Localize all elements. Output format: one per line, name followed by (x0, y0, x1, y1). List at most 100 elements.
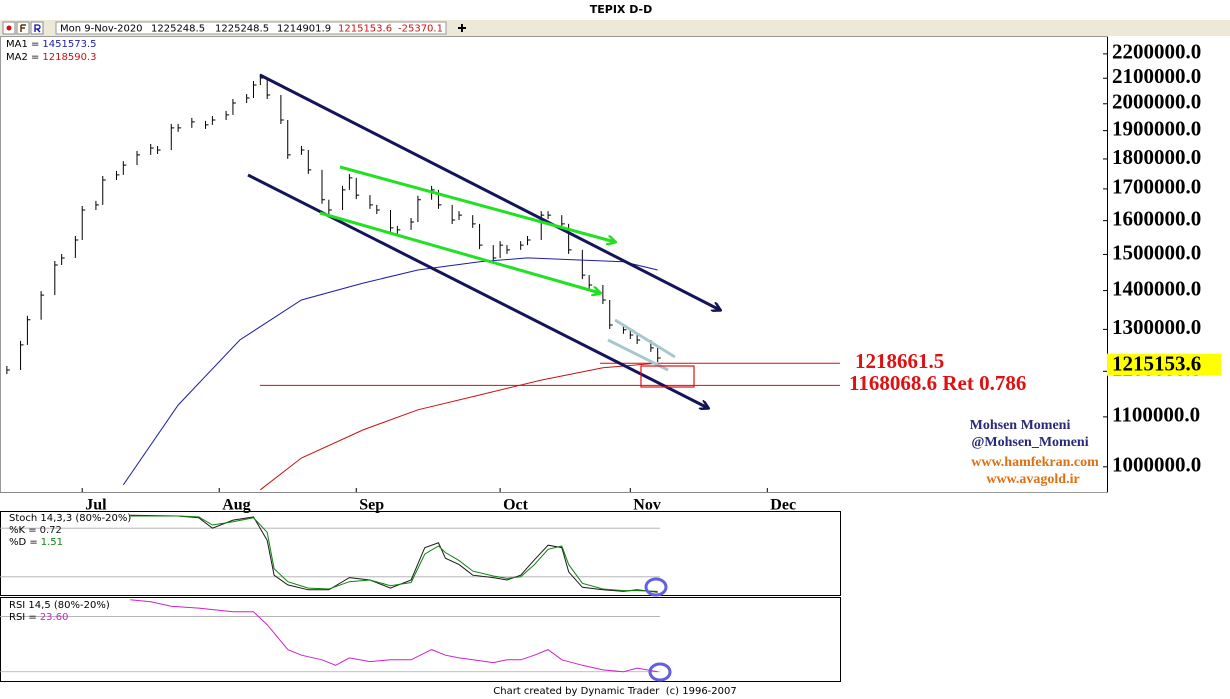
price-bar (499, 241, 504, 258)
quote-low: 1214901.9 (277, 24, 331, 35)
price-bar (417, 195, 421, 222)
panel-title: Stoch 14,3,3 (80%-20%) (9, 513, 131, 524)
price-bar (300, 146, 305, 155)
price-bar (527, 235, 531, 246)
price-bar (115, 170, 120, 181)
footer: Chart created by Dynamic Trader (c) 1996… (493, 686, 737, 697)
price-bar (376, 204, 380, 214)
price-bar (266, 77, 271, 99)
button-icon (20, 24, 26, 32)
y-tick-label: 1100000.0 (1112, 403, 1200, 427)
x-tick-label: Oct (503, 497, 529, 514)
credit-name: Mohsen Momeni (970, 418, 1071, 433)
price-bar (136, 150, 141, 166)
quote-change: -25370.1 (398, 24, 443, 35)
legend-value: 23.60 (40, 612, 69, 623)
y-tick-label: 1800000.0 (1112, 145, 1201, 169)
price-bar (540, 211, 545, 240)
price-bar (348, 173, 353, 190)
trend-arrow (339, 165, 615, 242)
price-bar (246, 94, 250, 103)
add-button[interactable] (458, 24, 466, 32)
last-price-label: 1215153.6 (1112, 352, 1201, 376)
x-tick-label: Sep (359, 497, 384, 514)
level-label: 1168068.6 Ret 0.786 (849, 371, 1026, 395)
price-bar (369, 195, 373, 209)
window-title: TEPIX D-D (590, 3, 653, 16)
series-line (130, 599, 658, 673)
legend-label: %K = (9, 525, 37, 536)
price-bar (252, 81, 257, 99)
panel-0: 1000000.01100000.01200000.01300000.01400… (6, 39, 1221, 514)
series-line (259, 362, 658, 491)
x-tick-label: Aug (222, 497, 250, 514)
y-tick-label: 2200000.0 (1112, 40, 1201, 64)
legend-label: %D = (9, 537, 38, 548)
legend-value: 1451573.5 (42, 39, 96, 50)
stoch-panel (0, 511, 841, 596)
legend-value: 1218590.3 (42, 52, 96, 63)
y-tick-label: 1600000.0 (1112, 206, 1201, 230)
price-bar (26, 315, 31, 345)
price-bar (61, 253, 65, 266)
price-bar (479, 223, 483, 250)
price-bar (657, 347, 661, 362)
credit-url: www.avagold.ir (986, 472, 1079, 487)
price-bar (74, 235, 79, 258)
y-tick-label: 1400000.0 (1112, 276, 1201, 300)
price-bar (410, 217, 415, 230)
price-bar (205, 120, 209, 129)
last-price-box (1107, 353, 1221, 376)
price-bar (321, 169, 325, 204)
price-bar (390, 209, 394, 232)
series-line (122, 257, 658, 486)
panel-title: RSI 14,5 (80%-20%) (9, 600, 110, 611)
series-layer (0, 514, 660, 593)
price-bar (472, 215, 476, 228)
trend-arrow (319, 211, 600, 293)
price-bar (225, 110, 230, 121)
panel-1: Stoch 14,3,3 (80%-20%)%K = 0.72%D = 1.51 (0, 513, 660, 593)
panel-2: RSI 14,5 (80%-20%)RSI = 23.60 (0, 599, 660, 673)
quote-box (55, 21, 447, 35)
credit-handle: @Mohsen_Momeni (971, 435, 1088, 450)
highlight-circle (648, 662, 672, 682)
title-bar (0, 0, 1230, 20)
button-icon (34, 24, 41, 33)
price-bar (561, 215, 565, 228)
y-tick-label: 1300000.0 (1112, 315, 1201, 339)
price-bar (636, 335, 641, 344)
price-bar (547, 211, 552, 220)
rsi-panel (0, 597, 841, 682)
price-bar (150, 144, 154, 155)
channel-line (607, 338, 669, 372)
price-bar (232, 98, 236, 115)
price-bar (451, 204, 456, 224)
price-bar (170, 123, 175, 151)
x-tick-label: Jul (85, 497, 107, 514)
y-tick-label: 1000000.0 (1112, 453, 1201, 477)
series-layer (6, 73, 661, 491)
plot-layer: 1000000.01100000.01200000.01300000.01400… (0, 39, 1221, 673)
price-bar (458, 211, 463, 220)
price-bar (506, 245, 510, 254)
target-box (640, 365, 695, 388)
quote-open: 1225248.5 (151, 24, 205, 35)
price-bar (280, 94, 284, 125)
y-tick-label: 1500000.0 (1112, 240, 1201, 264)
legend-label: MA1 = (6, 39, 39, 50)
price-bar (40, 291, 45, 320)
price-bar (355, 177, 360, 200)
credit-url: www.hamfekran.com (971, 455, 1099, 470)
series-layer (0, 599, 660, 673)
trend-line (259, 73, 720, 310)
price-bar (81, 205, 86, 240)
quote-date: Mon 9-Nov-2020 (60, 24, 143, 35)
button[interactable] (30, 21, 44, 35)
legend-value: 1.51 (41, 537, 63, 548)
button-icon (6, 25, 12, 31)
price-bar (396, 225, 401, 234)
price-bar (342, 185, 346, 210)
